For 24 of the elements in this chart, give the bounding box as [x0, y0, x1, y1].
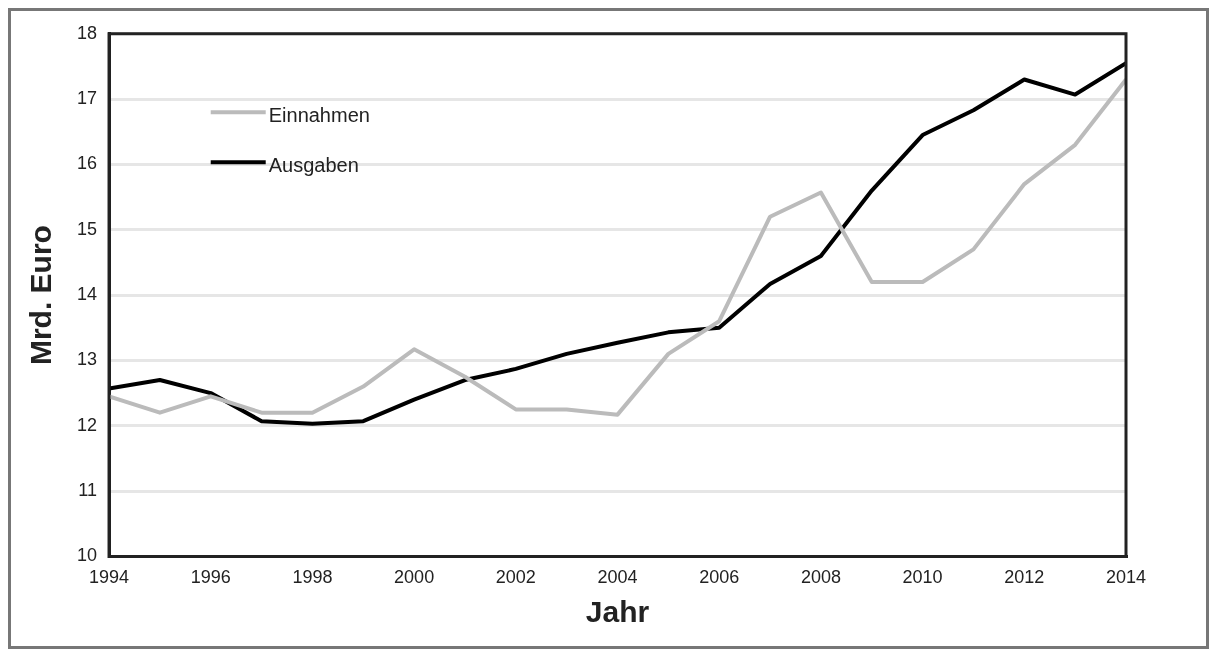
- x-axis-title: Jahr: [585, 595, 650, 629]
- x-tick-label: 2006: [699, 567, 740, 588]
- y-tick-label: 18: [76, 22, 98, 43]
- x-tick-label: 2004: [597, 567, 638, 588]
- y-tick-label: 10: [76, 545, 98, 566]
- y-tick-label: 14: [76, 284, 98, 305]
- legend-label: Ausgaben: [268, 153, 359, 176]
- y-axis-title: Mrd. Euro: [24, 225, 58, 366]
- x-tick-label: 2012: [1004, 567, 1045, 588]
- y-tick-label: 12: [76, 414, 98, 435]
- x-tick-label: 2000: [394, 567, 435, 588]
- y-tick-label: 15: [76, 218, 98, 239]
- x-tick-label: 1996: [190, 567, 231, 588]
- legend-label: Einnahmen: [268, 103, 370, 126]
- x-tick-label: 2014: [1105, 567, 1147, 588]
- y-tick-label: 17: [76, 88, 98, 109]
- x-tick-label: 1994: [89, 567, 130, 588]
- y-tick-label: 11: [78, 480, 98, 501]
- x-tick-label: 2010: [902, 567, 943, 588]
- y-tick-label: 16: [76, 153, 98, 174]
- x-tick-label: 2008: [800, 567, 841, 588]
- x-tick-label: 1998: [292, 567, 333, 588]
- x-tick-label: 2002: [495, 567, 536, 588]
- y-tick-label: 13: [76, 349, 98, 370]
